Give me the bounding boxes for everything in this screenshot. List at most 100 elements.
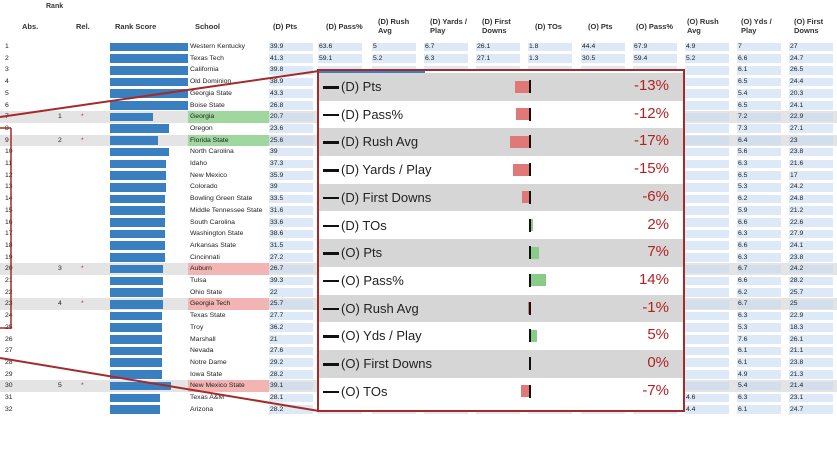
school-name[interactable]: Florida State (188, 134, 269, 147)
school-name[interactable]: Tulsa (190, 277, 207, 284)
stat-bar (789, 54, 833, 63)
abs-rank: 24 (5, 312, 13, 320)
school-name[interactable]: Ohio State (190, 288, 223, 296)
col-header-o-pts[interactable]: (O) Pts (588, 21, 613, 31)
col-header-o-ypp[interactable]: (O) Yds / Play (741, 17, 772, 35)
school-name[interactable]: South Carolina (190, 218, 235, 226)
rel-rank: 4 (58, 300, 62, 308)
cell-o-ypp: 5.4 (738, 382, 748, 390)
table-row[interactable]: 1 Western Kentucky 39.9 63.6 5 6.7 26.1 1.8 44.4… (0, 41, 837, 53)
school-name[interactable]: Bowling Green State (190, 195, 253, 203)
school-name[interactable]: New Mexico State (188, 380, 269, 392)
stat-bar (789, 370, 833, 379)
col-header-o-fd[interactable]: (O) First Downs (794, 17, 824, 35)
school-name[interactable]: Western Kentucky (190, 43, 246, 50)
school-name[interactable]: Arizona (190, 405, 214, 413)
cell-o-fd: 22.6 (790, 218, 804, 226)
col-header-d-pts[interactable]: (D) Pts (273, 21, 298, 31)
cell-d-rush: 5 (373, 43, 377, 50)
cell-o-ypp: 7 (738, 43, 742, 50)
school-name[interactable]: Texas A&M (190, 394, 224, 401)
abs-rank: 21 (5, 277, 13, 284)
cell-o-ypp: 5.6 (738, 148, 748, 156)
school-name[interactable]: Georgia (188, 111, 269, 123)
school-name[interactable]: Boise State (190, 101, 225, 109)
school-name[interactable]: Texas Tech (190, 54, 224, 62)
zero-axis (529, 80, 531, 93)
stat-bar (789, 229, 833, 239)
stat-bar (789, 405, 833, 414)
metric-label: (O) Rush Avg (341, 300, 419, 316)
stat-bar (789, 299, 833, 309)
school-name[interactable]: Iowa State (190, 370, 223, 378)
col-header-rel[interactable]: Rel. (76, 21, 90, 31)
stat-bar (269, 124, 313, 134)
abs-rank: 31 (5, 394, 13, 401)
cell-o-fd: 26.5 (790, 66, 804, 74)
col-header-o-rush[interactable]: (O) Rush Avg (687, 17, 719, 35)
cell-o-fd: 24.7 (790, 405, 804, 413)
cell-o-ypp: 6.5 (738, 101, 748, 109)
dash-icon (323, 113, 339, 117)
metric-percent: -17% (633, 132, 669, 150)
dash-icon (323, 279, 339, 283)
col-header-rank-score[interactable]: Rank Score (115, 21, 157, 31)
school-name[interactable]: Idaho (190, 160, 208, 167)
school-name[interactable]: Arkansas State (190, 241, 237, 249)
col-header-d-fd[interactable]: (D) First Downs (482, 17, 511, 35)
school-name[interactable]: Colorado (190, 183, 218, 191)
cell-o-ypp: 6.5 (738, 78, 748, 86)
cell-o-ypp: 6.6 (738, 54, 748, 62)
school-name[interactable]: Middle Tennessee State (190, 206, 263, 214)
school-name[interactable]: Cincinnati (190, 253, 220, 261)
col-header-o-pass[interactable]: (O) Pass% (636, 21, 674, 31)
col-header-d-tos[interactable]: (D) TOs (535, 21, 562, 31)
school-name[interactable]: Washington State (190, 230, 244, 238)
stat-bar (789, 147, 833, 157)
school-name[interactable]: Auburn (188, 263, 269, 275)
cell-d-pts: 21 (270, 335, 278, 343)
school-name[interactable]: Georgia Tech (188, 298, 269, 311)
school-name[interactable]: California (190, 66, 219, 74)
stat-bar (789, 77, 833, 87)
stat-bar (633, 54, 677, 63)
stat-bar (685, 311, 729, 321)
metric-label: (D) TOs (341, 217, 387, 233)
metric-label: (O) Yds / Play (341, 328, 422, 344)
zero-axis (529, 135, 531, 149)
school-name[interactable]: Notre Dame (190, 358, 227, 366)
school-name[interactable]: Georgia State (190, 89, 232, 97)
stat-bar (685, 124, 729, 134)
stat-bar (318, 54, 362, 63)
col-header-d-pass[interactable]: (D) Pass% (326, 21, 363, 31)
school-name[interactable]: Old Dominion (190, 78, 232, 86)
cell-o-ypp: 6.2 (738, 288, 748, 296)
col-header-d-rush[interactable]: (D) Rush Avg (378, 17, 410, 35)
col-header-d-ypp[interactable]: (D) Yards / Play (430, 17, 467, 35)
cell-o-ypp: 6.3 (738, 253, 748, 261)
stat-bar (789, 171, 833, 180)
col-header-abs[interactable]: Abs. (22, 21, 39, 31)
stat-bar (737, 194, 781, 204)
table-row[interactable]: 2 Texas Tech 41.3 59.1 5.2 6.3 27.1 1.3 30.5 59.4… (0, 53, 837, 65)
cell-d-pts: 27.7 (270, 312, 284, 320)
school-name[interactable]: North Carolina (190, 148, 234, 156)
dash-icon (323, 141, 339, 144)
cell-o-fd: 21.4 (790, 382, 804, 390)
school-name[interactable]: Marshall (190, 335, 216, 343)
school-name[interactable]: Nevada (190, 347, 214, 355)
zero-axis (529, 301, 531, 315)
comparison-row: (O) First Downs 0% (319, 350, 683, 378)
col-header-school[interactable]: School (195, 21, 221, 31)
stat-bar (269, 182, 313, 192)
school-name[interactable]: Troy (190, 323, 204, 331)
metric-label: (O) Pts (341, 245, 383, 261)
school-name[interactable]: Texas State (190, 312, 226, 320)
cell-d-fd: 26.1 (477, 43, 491, 50)
school-name[interactable]: Oregon (190, 124, 213, 132)
school-name[interactable]: New Mexico (190, 171, 228, 179)
stat-bar (269, 171, 313, 180)
dash-icon (323, 86, 339, 89)
cell-d-pts: 31.6 (270, 206, 284, 214)
